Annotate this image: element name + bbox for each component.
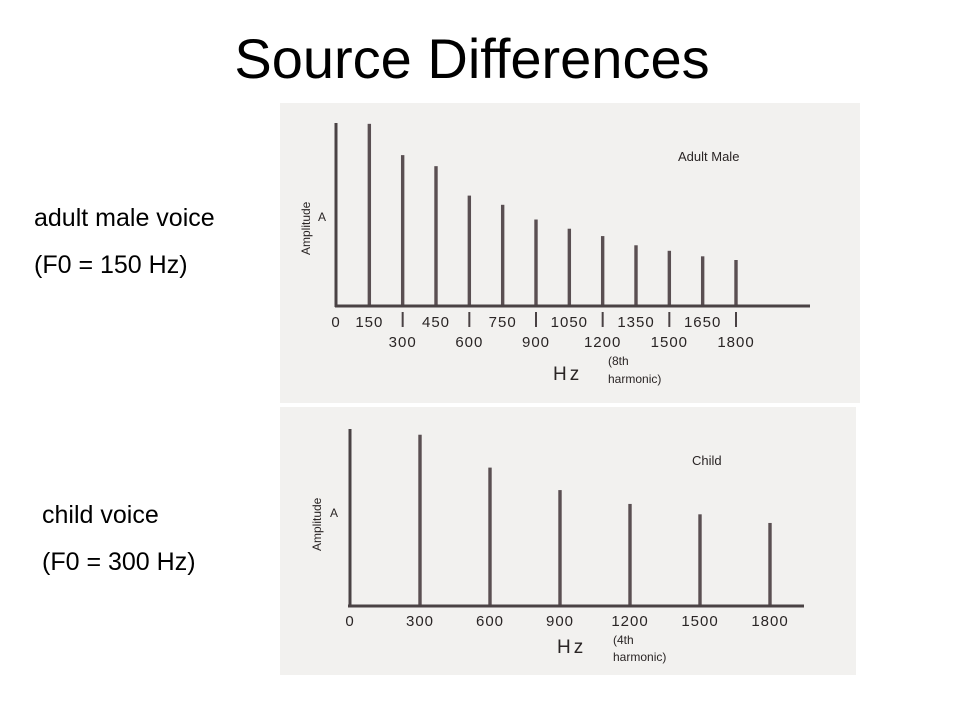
adult-tick-label-450: 450 bbox=[422, 314, 450, 331]
adult-harmonic-bar-750 bbox=[500, 204, 505, 306]
adult-x-label: Hz bbox=[553, 364, 582, 385]
adult-spectrum-chart: Adult Male Amplitude A 0 150 450 750 1050 135… bbox=[299, 123, 810, 386]
child-harmonic-bar-900 bbox=[558, 490, 562, 606]
adult-tick-label-1050: 1050 bbox=[551, 314, 588, 331]
adult-y-symbol: A bbox=[318, 210, 326, 224]
adult-tick-label-600: 600 bbox=[455, 334, 483, 351]
child-tick-label-1500: 1500 bbox=[681, 613, 718, 630]
adult-harmonic-bar-900 bbox=[534, 219, 538, 306]
adult-harmonic-bar-1350 bbox=[634, 245, 638, 306]
adult-tick-label-900: 900 bbox=[522, 334, 550, 351]
adult-tick-label-1500: 1500 bbox=[651, 334, 688, 351]
child-harmonic-bar-300 bbox=[418, 434, 422, 606]
adult-caption: adult male voice (F0 = 150 Hz) bbox=[34, 206, 215, 278]
adult-tick-label-1650: 1650 bbox=[684, 314, 721, 331]
child-harmonic-bar-1500 bbox=[698, 514, 702, 606]
child-chart-title: Child bbox=[692, 453, 722, 468]
adult-harmonic-bar-1800 bbox=[734, 260, 738, 306]
adult-y-label: Amplitude bbox=[299, 201, 313, 255]
child-tick-label-600: 600 bbox=[476, 613, 504, 630]
child-annotation-line1: (4th bbox=[613, 633, 634, 647]
adult-chart-title: Adult Male bbox=[678, 149, 739, 164]
adult-tick-label-300: 300 bbox=[389, 334, 417, 351]
child-caption: child voice (F0 = 300 Hz) bbox=[42, 503, 196, 575]
adult-harmonic-bar-450 bbox=[434, 166, 438, 306]
child-tick-label-1200: 1200 bbox=[611, 613, 648, 630]
child-y-symbol: A bbox=[330, 506, 338, 520]
adult-tick-label-0: 0 bbox=[331, 314, 340, 331]
adult-caption-line1: adult male voice bbox=[34, 204, 215, 232]
child-tick-label-1800: 1800 bbox=[751, 613, 788, 630]
adult-harmonic-bar-600 bbox=[467, 195, 472, 306]
adult-harmonic-bar-1200 bbox=[600, 236, 605, 306]
child-spectrum-panel: Child Amplitude A 0 300 600 900 1200 1500 1800… bbox=[280, 407, 856, 675]
child-y-label: Amplitude bbox=[310, 497, 324, 551]
adult-annotation-line1: (8th bbox=[608, 354, 629, 368]
child-tick-label-900: 900 bbox=[546, 613, 574, 630]
slide-title: Source Differences bbox=[234, 27, 710, 90]
child-annotation-line2: harmonic) bbox=[613, 650, 666, 664]
child-harmonic-bar-1800 bbox=[768, 522, 772, 606]
adult-harmonic-bar-1500 bbox=[667, 250, 672, 306]
child-caption-line1: child voice bbox=[42, 501, 159, 529]
adult-tick-label-1200: 1200 bbox=[584, 334, 621, 351]
adult-tick-label-750: 750 bbox=[489, 314, 517, 331]
child-spectrum-chart: Child Amplitude A 0 300 600 900 1200 1500 1800… bbox=[310, 429, 804, 664]
adult-caption-line2: (F0 = 150 Hz) bbox=[34, 251, 188, 279]
adult-harmonic-bar-150 bbox=[367, 123, 372, 306]
adult-annotation-line2: harmonic) bbox=[608, 372, 661, 386]
adult-harmonic-bar-300 bbox=[400, 155, 405, 306]
child-x-label: Hz bbox=[557, 637, 586, 658]
adult-harmonic-bar-1050 bbox=[567, 228, 572, 306]
child-tick-label-0: 0 bbox=[345, 613, 354, 630]
adult-spectrum-panel: Adult Male Amplitude A 0 150 450 750 1050 135… bbox=[280, 103, 860, 403]
adult-harmonic-bar-1650 bbox=[700, 256, 705, 306]
adult-tick-label-1350: 1350 bbox=[617, 314, 654, 331]
child-tick-label-300: 300 bbox=[406, 613, 434, 630]
child-harmonic-bar-600 bbox=[488, 467, 492, 606]
adult-tick-label-1800: 1800 bbox=[717, 334, 754, 351]
adult-tick-label-150: 150 bbox=[355, 314, 383, 331]
child-harmonic-bar-1200 bbox=[628, 503, 632, 606]
child-caption-line2: (F0 = 300 Hz) bbox=[42, 548, 196, 576]
